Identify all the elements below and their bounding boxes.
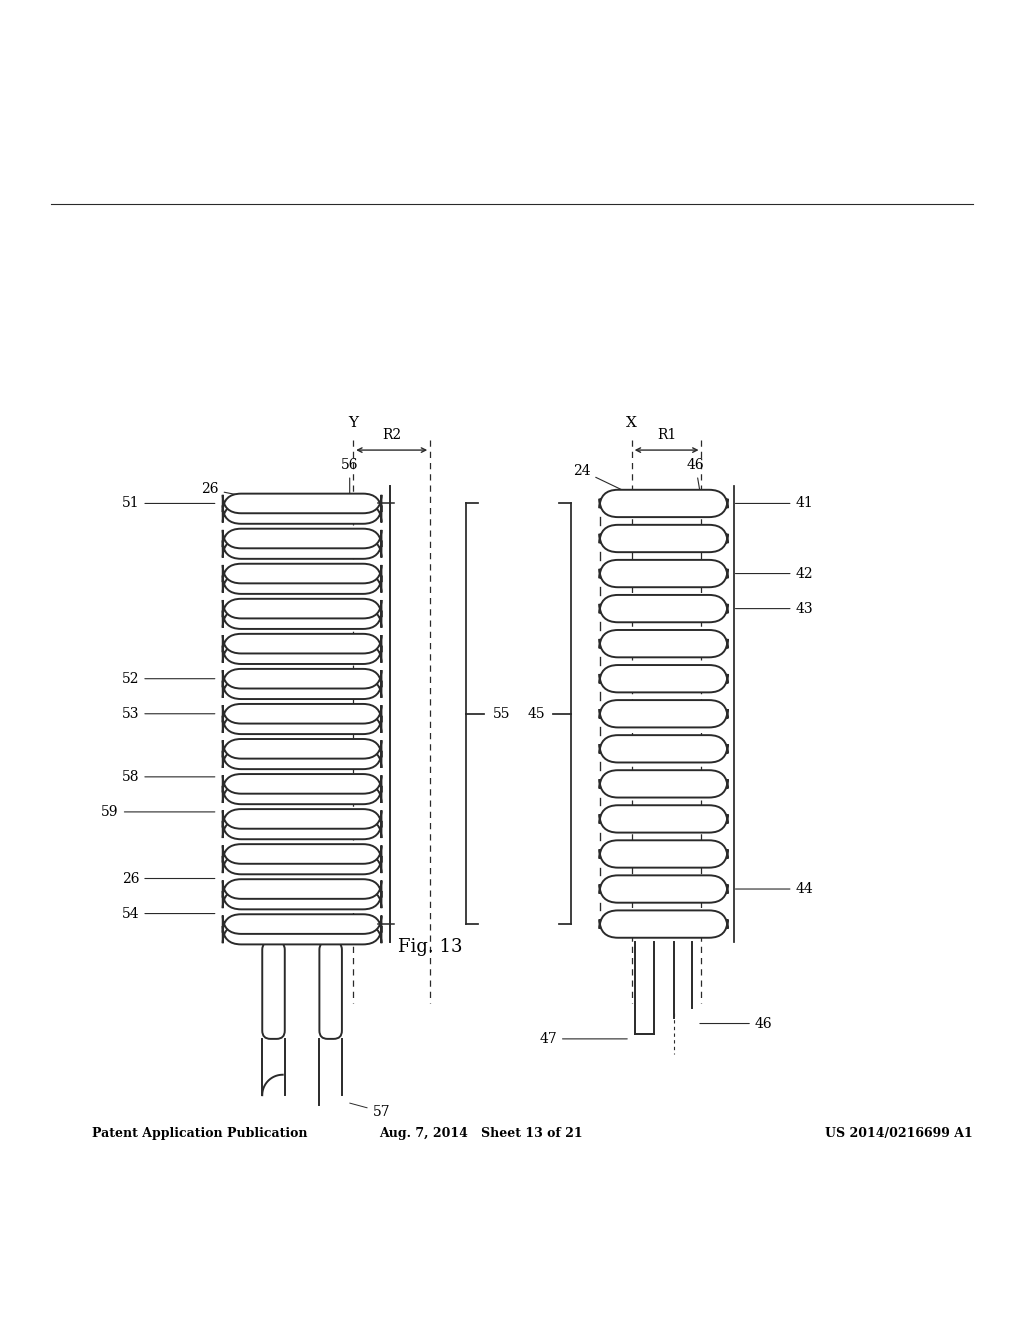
FancyBboxPatch shape xyxy=(600,490,727,517)
FancyBboxPatch shape xyxy=(600,735,727,763)
Text: 53: 53 xyxy=(122,706,215,721)
FancyBboxPatch shape xyxy=(222,610,381,628)
FancyBboxPatch shape xyxy=(600,805,727,833)
FancyBboxPatch shape xyxy=(222,879,381,899)
FancyBboxPatch shape xyxy=(600,595,727,622)
FancyBboxPatch shape xyxy=(222,774,381,793)
Text: 51: 51 xyxy=(122,496,215,511)
FancyBboxPatch shape xyxy=(222,739,381,759)
FancyBboxPatch shape xyxy=(222,890,381,909)
Text: 46: 46 xyxy=(699,1016,772,1031)
Text: 55: 55 xyxy=(493,706,510,721)
Text: 42: 42 xyxy=(735,566,813,581)
Text: X: X xyxy=(627,416,637,429)
FancyBboxPatch shape xyxy=(222,704,381,723)
Text: Aug. 7, 2014   Sheet 13 of 21: Aug. 7, 2014 Sheet 13 of 21 xyxy=(380,1126,583,1139)
Text: Y: Y xyxy=(348,416,358,429)
FancyBboxPatch shape xyxy=(222,714,381,734)
Text: 47: 47 xyxy=(540,1032,628,1045)
FancyBboxPatch shape xyxy=(600,911,727,937)
FancyBboxPatch shape xyxy=(222,809,381,829)
FancyBboxPatch shape xyxy=(222,750,381,770)
FancyBboxPatch shape xyxy=(600,560,727,587)
FancyBboxPatch shape xyxy=(222,854,381,874)
FancyBboxPatch shape xyxy=(222,669,381,689)
FancyBboxPatch shape xyxy=(222,504,381,524)
Text: Patent Application Publication: Patent Application Publication xyxy=(92,1126,307,1139)
FancyBboxPatch shape xyxy=(222,680,381,700)
FancyBboxPatch shape xyxy=(222,574,381,594)
Text: 46: 46 xyxy=(687,458,705,500)
Text: R2: R2 xyxy=(382,428,401,442)
Text: 52: 52 xyxy=(122,672,215,685)
Text: 24: 24 xyxy=(572,463,641,499)
Text: Fig. 13: Fig. 13 xyxy=(398,937,462,956)
Text: 57: 57 xyxy=(350,1104,390,1118)
FancyBboxPatch shape xyxy=(600,841,727,867)
FancyBboxPatch shape xyxy=(222,634,381,653)
FancyBboxPatch shape xyxy=(222,564,381,583)
Text: 54: 54 xyxy=(122,907,215,920)
FancyBboxPatch shape xyxy=(222,599,381,618)
Text: 45: 45 xyxy=(527,706,545,721)
Text: 26: 26 xyxy=(122,871,215,886)
FancyBboxPatch shape xyxy=(222,820,381,840)
Text: 43: 43 xyxy=(735,602,813,615)
FancyBboxPatch shape xyxy=(600,525,727,552)
FancyBboxPatch shape xyxy=(600,665,727,693)
Text: 41: 41 xyxy=(735,496,813,511)
FancyBboxPatch shape xyxy=(600,630,727,657)
Text: 44: 44 xyxy=(735,882,813,896)
FancyBboxPatch shape xyxy=(222,915,381,933)
FancyBboxPatch shape xyxy=(222,845,381,863)
FancyBboxPatch shape xyxy=(319,941,342,1039)
FancyBboxPatch shape xyxy=(222,925,381,944)
FancyBboxPatch shape xyxy=(222,494,381,513)
FancyBboxPatch shape xyxy=(222,784,381,804)
FancyBboxPatch shape xyxy=(600,770,727,797)
Text: US 2014/0216699 A1: US 2014/0216699 A1 xyxy=(825,1126,973,1139)
Text: 59: 59 xyxy=(101,805,215,818)
Text: 58: 58 xyxy=(122,770,215,784)
FancyBboxPatch shape xyxy=(222,539,381,558)
FancyBboxPatch shape xyxy=(600,875,727,903)
Text: 56: 56 xyxy=(341,458,358,500)
FancyBboxPatch shape xyxy=(600,700,727,727)
FancyBboxPatch shape xyxy=(222,644,381,664)
Text: 26: 26 xyxy=(201,482,279,503)
FancyBboxPatch shape xyxy=(262,941,285,1039)
Text: R1: R1 xyxy=(657,428,676,442)
FancyBboxPatch shape xyxy=(222,529,381,548)
